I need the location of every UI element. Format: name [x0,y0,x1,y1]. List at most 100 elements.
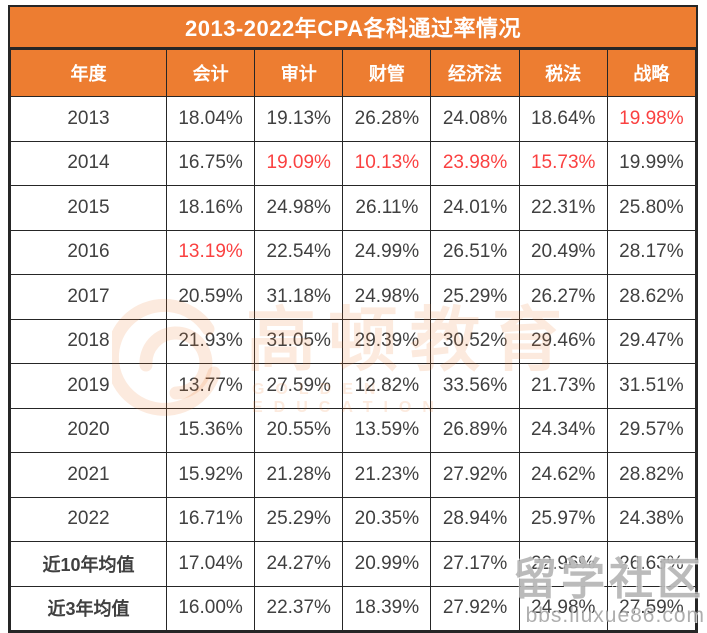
row-label: 近10年均值 [10,541,167,587]
table-row: 2019 13.77% 27.59% 12.82% 33.56% 21.73% 31.51% [10,363,697,409]
table-row: 2018 21.93% 31.05% 29.39% 30.52% 29.46% 29.47% [10,318,697,364]
value-cell: 24.98% [254,185,344,231]
value-cell: 27.59% [254,363,344,409]
value-cell: 27.92% [430,585,520,631]
value-cell: 19.13% [254,96,344,142]
row-label: 2019 [10,363,167,409]
value-cell: 15.73% [518,140,608,186]
value-cell: 22.96% [518,541,608,587]
row-label: 2016 [10,229,167,275]
value-cell: 19.99% [606,140,697,186]
value-cell: 26.51% [430,229,520,275]
row-label: 2013 [10,96,167,142]
row-label: 2014 [10,140,167,186]
header-row: 年度 会计 审计 财管 经济法 税法 战略 [10,49,697,97]
table-row: 2017 20.59% 31.18% 24.98% 25.29% 26.27% 28.62% [10,274,697,320]
column-header-year: 年度 [10,49,167,97]
table-row: 近10年均值 17.04% 24.27% 20.99% 27.17% 22.96% 26.6… [10,541,697,587]
value-cell: 27.17% [430,541,520,587]
value-cell: 20.59% [165,274,256,320]
value-cell: 24.99% [342,229,432,275]
value-cell: 25.80% [606,185,697,231]
value-cell: 22.37% [254,585,344,631]
value-cell: 20.35% [342,496,432,542]
row-label: 2018 [10,318,167,364]
table-row: 2014 16.75% 19.09% 10.13% 23.98% 15.73% 19.99% [10,140,697,186]
column-header-5: 税法 [518,49,608,97]
value-cell: 26.63% [606,541,697,587]
value-cell: 10.13% [342,140,432,186]
value-cell: 20.55% [254,407,344,453]
table-row: 2015 18.16% 24.98% 26.11% 24.01% 22.31% 25.80% [10,185,697,231]
value-cell: 26.89% [430,407,520,453]
value-cell: 19.98% [606,96,697,142]
row-label: 2021 [10,452,167,498]
value-cell: 21.23% [342,452,432,498]
value-cell: 24.62% [518,452,608,498]
value-cell: 18.64% [518,96,608,142]
table-row: 2021 15.92% 21.28% 21.23% 27.92% 24.62% 28.82% [10,452,697,498]
value-cell: 26.27% [518,274,608,320]
value-cell: 16.71% [165,496,256,542]
value-cell: 13.19% [165,229,256,275]
value-cell: 13.77% [165,363,256,409]
value-cell: 24.98% [342,274,432,320]
value-cell: 13.59% [342,407,432,453]
value-cell: 22.54% [254,229,344,275]
value-cell: 19.09% [254,140,344,186]
value-cell: 26.28% [342,96,432,142]
table-row: 2013 18.04% 19.13% 26.28% 24.08% 18.64% 19.98% [10,96,697,142]
column-header-3: 财管 [342,49,432,97]
data-table: 年度 会计 审计 财管 经济法 税法 战略 2013 18.04% 19.13% 26.28% 24… [10,49,697,631]
value-cell: 28.17% [606,229,697,275]
value-cell: 33.56% [430,363,520,409]
column-header-2: 审计 [254,49,344,97]
value-cell: 31.51% [606,363,697,409]
value-cell: 27.92% [430,452,520,498]
pass-rate-table: 2013-2022年CPA各科通过率情况 年度 会计 审计 财管 经济法 税法 战略 201… [8,5,698,633]
value-cell: 21.93% [165,318,256,364]
value-cell: 16.00% [165,585,256,631]
row-label: 近3年均值 [10,585,167,631]
value-cell: 28.94% [430,496,520,542]
value-cell: 28.82% [606,452,697,498]
value-cell: 23.98% [430,140,520,186]
value-cell: 24.98% [518,585,608,631]
table-row: 近3年均值 16.00% 22.37% 18.39% 27.92% 24.98% 27.59… [10,585,697,631]
value-cell: 24.34% [518,407,608,453]
value-cell: 24.08% [430,96,520,142]
value-cell: 18.16% [165,185,256,231]
value-cell: 27.59% [606,585,697,631]
table-title: 2013-2022年CPA各科通过率情况 [10,7,696,49]
value-cell: 29.46% [518,318,608,364]
row-label: 2017 [10,274,167,320]
value-cell: 25.29% [430,274,520,320]
value-cell: 22.31% [518,185,608,231]
row-label: 2022 [10,496,167,542]
value-cell: 20.99% [342,541,432,587]
table-row: 2020 15.36% 20.55% 13.59% 26.89% 24.34% 29.57% [10,407,697,453]
table-row: 2022 16.71% 25.29% 20.35% 28.94% 25.97% 24.38% [10,496,697,542]
table-body: 2013 18.04% 19.13% 26.28% 24.08% 18.64% 19.98%… [10,96,697,631]
row-label: 2020 [10,407,167,453]
value-cell: 21.28% [254,452,344,498]
value-cell: 31.05% [254,318,344,364]
value-cell: 21.73% [518,363,608,409]
value-cell: 25.97% [518,496,608,542]
value-cell: 12.82% [342,363,432,409]
table-row: 2016 13.19% 22.54% 24.99% 26.51% 20.49% 28.17% [10,229,697,275]
value-cell: 20.49% [518,229,608,275]
value-cell: 26.11% [342,185,432,231]
value-cell: 18.39% [342,585,432,631]
value-cell: 15.92% [165,452,256,498]
value-cell: 15.36% [165,407,256,453]
value-cell: 29.57% [606,407,697,453]
value-cell: 24.27% [254,541,344,587]
value-cell: 29.47% [606,318,697,364]
value-cell: 16.75% [165,140,256,186]
value-cell: 25.29% [254,496,344,542]
value-cell: 30.52% [430,318,520,364]
column-header-1: 会计 [165,49,256,97]
value-cell: 24.38% [606,496,697,542]
